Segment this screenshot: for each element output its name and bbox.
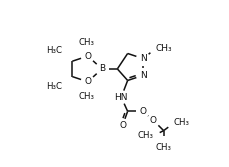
Text: O: O [119, 121, 126, 130]
Text: O: O [84, 52, 91, 61]
Text: H₃C: H₃C [46, 82, 62, 91]
Text: N: N [140, 71, 147, 80]
Text: N: N [140, 54, 147, 63]
Text: CH₃: CH₃ [156, 143, 172, 152]
Text: CH₃: CH₃ [174, 118, 190, 127]
Text: HN: HN [114, 93, 128, 102]
Text: B: B [99, 64, 105, 73]
Text: O: O [150, 116, 157, 125]
Text: O: O [140, 107, 147, 116]
Text: CH₃: CH₃ [156, 44, 173, 53]
Text: H₃C: H₃C [46, 46, 62, 55]
Text: O: O [84, 77, 91, 86]
Text: CH₃: CH₃ [79, 38, 95, 47]
Text: CH₃: CH₃ [137, 131, 153, 140]
Text: CH₃: CH₃ [79, 92, 95, 101]
